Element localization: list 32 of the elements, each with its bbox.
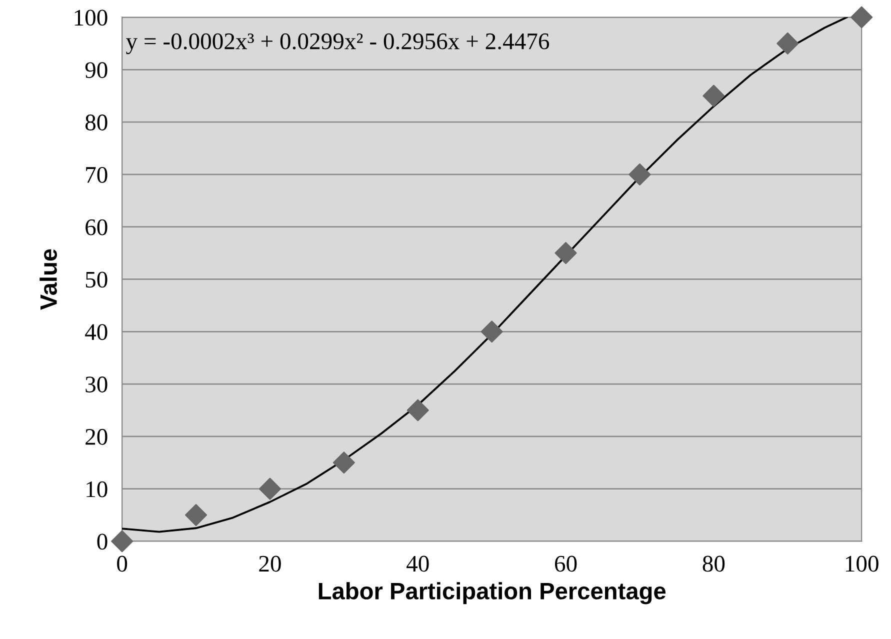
y-tick-label: 30 — [86, 376, 108, 392]
y-tick-label: 70 — [86, 166, 108, 183]
x-tick-label: 0 — [117, 556, 128, 572]
point — [480, 320, 503, 343]
y-tick-label: 20 — [86, 428, 108, 445]
point — [185, 504, 208, 526]
point — [702, 84, 725, 107]
x-tick-label: 80 — [702, 556, 725, 572]
x-tick-label: 40 — [406, 556, 429, 572]
x-tick-label: 60 — [554, 556, 577, 572]
y-tick-label: 40 — [85, 324, 108, 340]
point — [628, 163, 651, 186]
y-tick-label: 100 — [74, 10, 108, 26]
line-series — [122, 17, 848, 533]
x-tick-label: 20 — [259, 556, 281, 572]
point — [332, 452, 355, 474]
y-tick-label: 50 — [86, 272, 108, 288]
point — [850, 6, 873, 28]
x-tick-label: 100 — [846, 556, 878, 572]
y-axis-title: Value — [40, 249, 57, 310]
y-tick-label: 80 — [85, 114, 108, 130]
point — [406, 399, 429, 422]
y-tick-label: 10 — [86, 481, 108, 498]
x-axis-title: Labor Participation Percentage — [318, 582, 666, 604]
point — [111, 530, 134, 552]
point — [554, 242, 577, 264]
y-tick-label: 0 — [97, 534, 108, 550]
y-tick-label: 60 — [86, 219, 108, 236]
annotation: y = -0.0002x³ + 0.0299x² - 0.2956x + 2.4476 — [126, 33, 550, 54]
point — [776, 32, 799, 54]
y-tick-label: 90 — [85, 62, 108, 78]
point — [258, 478, 281, 500]
